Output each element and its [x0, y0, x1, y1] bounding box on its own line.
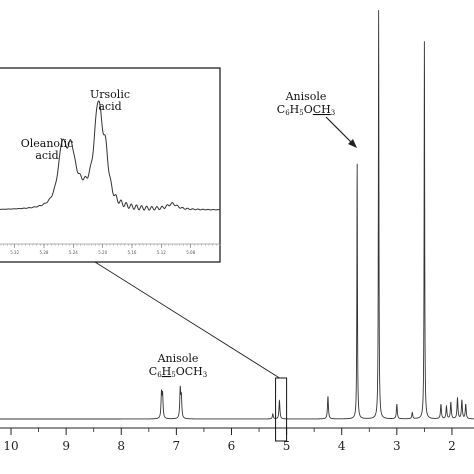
inset-tick-label: 5.28: [40, 250, 49, 255]
x-tick-label: 9: [62, 439, 70, 453]
x-tick-label: 2: [448, 439, 456, 453]
x-tick-label: 3: [393, 439, 401, 453]
zoom-connector-line: [94, 261, 280, 379]
inset-x-axis: 5.32 5.28 5.24 5.20 5.16 5.12 5.08: [0, 243, 221, 255]
inset-tick-label: 5.12: [157, 250, 166, 255]
x-tick-label: 7: [173, 439, 181, 453]
annotation-formula: C6H5OCH3: [277, 103, 335, 117]
x-tick-label: 8: [117, 439, 125, 453]
inset-peak-label-line1: Ursolic: [90, 88, 130, 101]
inset-panel: 5.32 5.28 5.24 5.20 5.16 5.12 5.08 Oleanolicac…: [0, 67, 221, 263]
inset-tick-label: 5.20: [98, 250, 107, 255]
x-axis: 10 9 8 7 6 5 4 3 2: [0, 427, 474, 453]
x-tick-label: 5: [283, 439, 291, 453]
annotation-arrow-shaft: [325, 116, 354, 145]
x-tick-label: 6: [228, 439, 236, 453]
inset-tick-label: 5.08: [186, 250, 195, 255]
annotation-label: Anisole: [157, 352, 199, 365]
inset-frame: [0, 67, 221, 263]
annotation-label: Anisole: [285, 90, 327, 103]
inset-tick-label: 5.32: [10, 250, 19, 255]
x-tick-label: 4: [338, 439, 346, 453]
inset-tick-label: 5.16: [128, 250, 137, 255]
x-tick-label: 10: [3, 439, 18, 453]
inset-peak-label-line2: acid: [35, 149, 58, 162]
inset-peak-label-line2: acid: [98, 100, 121, 113]
annotation-arrow-head: [348, 139, 357, 148]
inset-spectrum-trace: [0, 100, 221, 211]
annotation-formula: C6H5OCH3: [149, 365, 207, 379]
inset-peak-label-line1: Oleanolic: [21, 137, 74, 150]
spectrum-trace: [0, 10, 474, 420]
inset-tick-label: 5.24: [69, 250, 78, 255]
highlight-region-box: [275, 377, 288, 442]
